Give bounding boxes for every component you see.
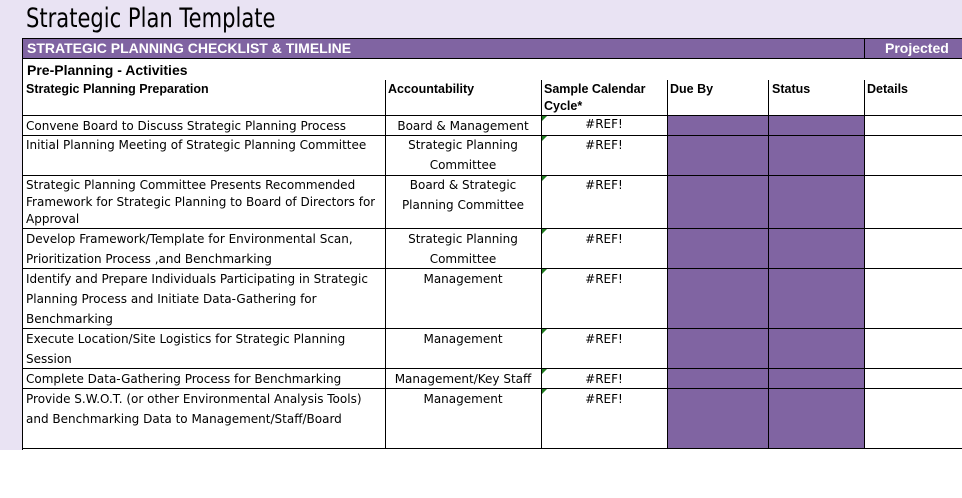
column-header-status[interactable]: Status bbox=[772, 82, 811, 96]
table-row-task[interactable]: Provide S.W.O.T. (or other Environmental… bbox=[26, 389, 362, 429]
checklist-table: STRATEGIC PLANNING CHECKLIST & TIMELINE … bbox=[22, 38, 962, 450]
comment-marker-icon[interactable] bbox=[542, 389, 547, 394]
section-label: Pre-Planning - Activities bbox=[27, 62, 188, 78]
grid-line bbox=[23, 228, 962, 229]
task-text: Identify and Prepare Individuals Partici… bbox=[26, 272, 368, 286]
comment-marker-icon[interactable] bbox=[542, 229, 547, 234]
grid-line bbox=[23, 448, 962, 449]
table-row-calendar[interactable]: #REF! bbox=[585, 232, 623, 246]
grid-line bbox=[385, 80, 386, 448]
task-text: Execute Location/Site Logistics for Stra… bbox=[26, 332, 346, 346]
task-text: Provide S.W.O.T. (or other Environmental… bbox=[26, 392, 362, 406]
accountability-text: Management bbox=[423, 392, 503, 406]
table-header-title: STRATEGIC PLANNING CHECKLIST & TIMELINE bbox=[27, 40, 352, 56]
table-row-accountability[interactable]: Board & Management bbox=[385, 116, 541, 136]
grid-line bbox=[23, 328, 962, 329]
accountability-text: Management bbox=[423, 272, 503, 286]
comment-marker-icon[interactable] bbox=[542, 136, 547, 141]
table-row-calendar[interactable]: #REF! bbox=[585, 332, 623, 346]
accountability-text: Committee bbox=[429, 158, 497, 172]
table-header-bar: STRATEGIC PLANNING CHECKLIST & TIMELINE … bbox=[23, 38, 962, 59]
table-row-task[interactable]: Strategic Planning Committee Presents Re… bbox=[26, 177, 375, 228]
table-row-calendar[interactable]: #REF! bbox=[585, 392, 623, 406]
task-text: Benchmarking bbox=[26, 312, 113, 326]
comment-marker-icon[interactable] bbox=[542, 269, 547, 274]
table-header-projected: Projected bbox=[885, 40, 949, 56]
task-text: and Benchmarking Data to Management/Staf… bbox=[26, 412, 342, 426]
accountability-text: Strategic Planning bbox=[408, 232, 518, 246]
table-row-task[interactable]: Execute Location/Site Logistics for Stra… bbox=[26, 329, 345, 369]
grid-line bbox=[541, 80, 542, 448]
grid-line bbox=[23, 268, 962, 269]
column-header-due-by[interactable]: Due By bbox=[670, 82, 714, 96]
grid-line bbox=[864, 80, 865, 448]
task-text: Strategic Planning Committee Presents Re… bbox=[26, 178, 356, 192]
table-row-calendar[interactable]: #REF! bbox=[585, 272, 623, 286]
table-row-accountability[interactable]: Management bbox=[385, 329, 541, 349]
table-row-task[interactable]: Develop Framework/Template for Environme… bbox=[26, 229, 353, 269]
grid-line bbox=[23, 115, 962, 116]
grid-line bbox=[23, 135, 962, 136]
task-text: Framework for Strategic Planning to Boar… bbox=[26, 195, 376, 209]
table-row-accountability[interactable]: Strategic Planning Committee bbox=[385, 135, 541, 175]
column-header-accountability[interactable]: Accountability bbox=[388, 82, 475, 96]
grid-line bbox=[768, 80, 769, 448]
table-row-task[interactable]: Complete Data-Gathering Process for Benc… bbox=[26, 369, 341, 389]
comment-marker-icon[interactable] bbox=[542, 116, 547, 121]
table-row-accountability[interactable]: Management/Key Staff bbox=[385, 369, 541, 389]
column-header-calendar-line2: Cycle* bbox=[544, 99, 583, 113]
comment-marker-icon[interactable] bbox=[542, 369, 547, 374]
task-text: Planning Process and Initiate Data-Gathe… bbox=[26, 292, 317, 306]
grid-line bbox=[23, 175, 962, 176]
accountability-text: Management/Key Staff bbox=[394, 372, 532, 386]
table-row-accountability[interactable]: Strategic Planning Committee bbox=[385, 229, 541, 269]
comment-marker-icon[interactable] bbox=[542, 176, 547, 181]
table-row-calendar[interactable]: #REF! bbox=[585, 178, 623, 192]
table-row-task[interactable]: Initial Planning Meeting of Strategic Pl… bbox=[26, 135, 366, 155]
grid-line bbox=[23, 368, 962, 369]
comment-marker-icon[interactable] bbox=[542, 329, 547, 334]
column-header-calendar[interactable]: Sample Calendar Cycle* bbox=[544, 81, 645, 115]
grid-line bbox=[667, 80, 668, 448]
task-text: Convene Board to Discuss Strategic Plann… bbox=[26, 119, 346, 133]
task-text: Complete Data-Gathering Process for Benc… bbox=[26, 372, 342, 386]
table-row-task[interactable]: Convene Board to Discuss Strategic Plann… bbox=[26, 116, 346, 136]
table-row-calendar[interactable]: #REF! bbox=[585, 138, 623, 152]
accountability-text: Planning Committee bbox=[401, 198, 525, 212]
grid-line bbox=[23, 388, 962, 389]
accountability-text: Committee bbox=[429, 252, 497, 266]
table-row-calendar[interactable]: #REF! bbox=[585, 117, 623, 131]
column-header-calendar-line1: Sample Calendar bbox=[544, 82, 646, 96]
page-title: Strategic Plan Template bbox=[26, 3, 276, 34]
accountability-text: Management bbox=[423, 332, 503, 346]
due-status-highlight bbox=[668, 115, 865, 448]
accountability-text: Strategic Planning bbox=[408, 138, 518, 152]
header-divider bbox=[864, 39, 865, 58]
column-header-task[interactable]: Strategic Planning Preparation bbox=[26, 82, 209, 96]
task-text: Approval bbox=[26, 212, 80, 226]
task-text: Prioritization Process ,and Benchmarking bbox=[26, 252, 272, 266]
table-row-accountability[interactable]: Management bbox=[385, 389, 541, 409]
table-row-accountability[interactable]: Board & Strategic Planning Committee bbox=[385, 175, 541, 215]
task-text: Session bbox=[26, 352, 72, 366]
accountability-text: Board & Management bbox=[397, 119, 529, 133]
accountability-text: Board & Strategic bbox=[409, 178, 517, 192]
task-text: Initial Planning Meeting of Strategic Pl… bbox=[26, 138, 367, 152]
column-header-details[interactable]: Details bbox=[867, 82, 908, 96]
table-row-task[interactable]: Identify and Prepare Individuals Partici… bbox=[26, 269, 368, 329]
table-row-accountability[interactable]: Management bbox=[385, 269, 541, 289]
task-text: Develop Framework/Template for Environme… bbox=[26, 232, 353, 246]
table-row-calendar[interactable]: #REF! bbox=[585, 372, 623, 386]
